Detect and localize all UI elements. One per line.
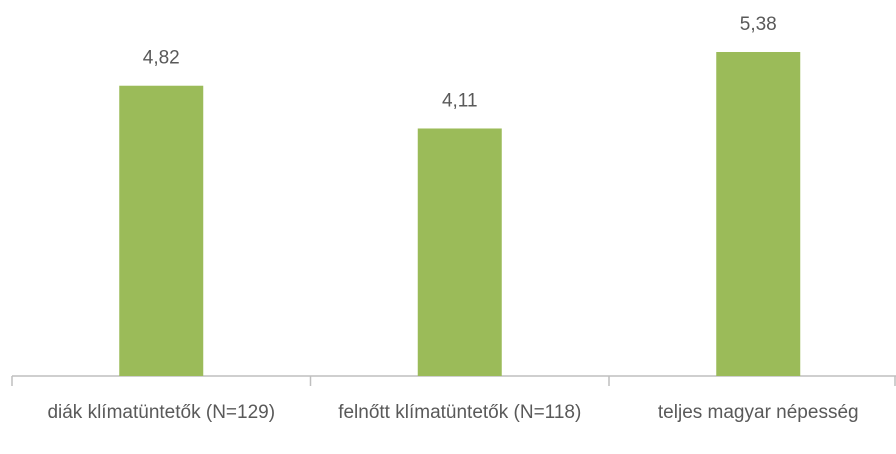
value-label: 4,82 <box>143 48 180 69</box>
x-tick-label: felnőtt klímatüntetők (N=118) <box>338 402 582 423</box>
bar <box>716 52 801 376</box>
value-label: 4,11 <box>442 90 478 111</box>
bar <box>119 85 204 376</box>
bar <box>417 128 502 376</box>
value-label: 5,38 <box>740 14 777 35</box>
x-tick-label: diák klímatüntetők (N=129) <box>47 402 276 423</box>
x-tick-label: teljes magyar népesség <box>657 402 859 423</box>
